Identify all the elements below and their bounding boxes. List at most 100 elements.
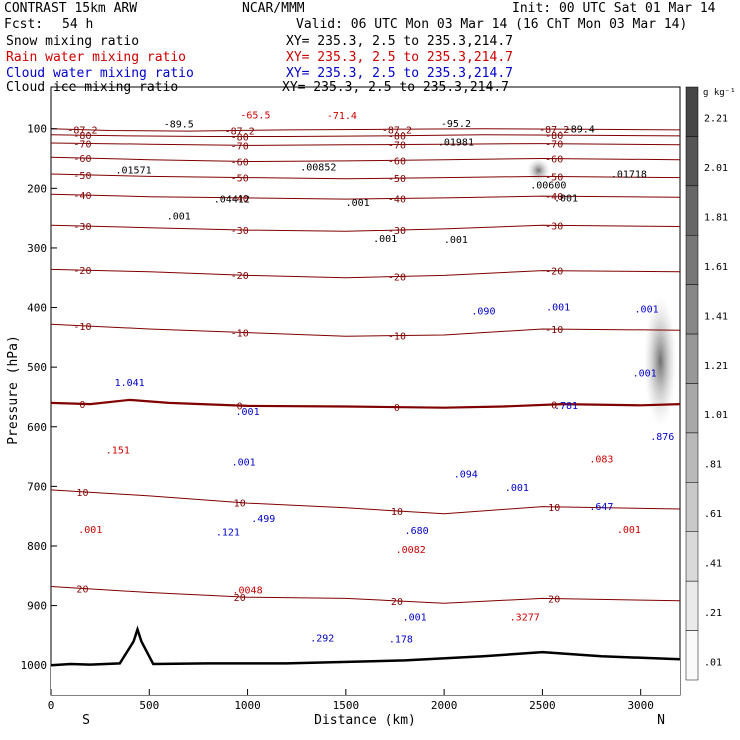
contour-label-26: .04412	[214, 195, 250, 206]
fcst-label: Fcst:	[4, 17, 44, 32]
legend-cloud-ice-xy: XY= 235.3, 2.5 to 235.3,214.7	[282, 80, 509, 95]
isotherm-label-1-3: -80	[545, 131, 563, 142]
colorbar-cell-2	[685, 185, 699, 236]
shading-blob-0	[643, 295, 677, 427]
isotherm-label-0-3: -87.2	[539, 125, 569, 136]
isotherm-label-10-0: 10	[76, 488, 88, 499]
contour-label-8: .001	[546, 303, 570, 314]
colorbar-tick-label-5: 1.21	[704, 361, 728, 372]
contour-label-36: -65.5	[240, 111, 270, 122]
isotherm-label-5-1: -40	[231, 194, 249, 205]
isotherm-label-9-0: 0	[79, 400, 85, 411]
isotherm-label-9-2: 0	[394, 403, 400, 414]
colorbar-unit: g kg⁻¹	[703, 88, 736, 98]
y-tick-label-4: 500	[27, 361, 47, 374]
isotherm-line-6	[50, 224, 681, 232]
colorbar-tick-label-11: .01	[704, 657, 722, 668]
isotherm-line-7	[50, 268, 681, 279]
contour-label-layer: .001 .292 .178 .121 .499 .680 .094 .090 .001 .001…	[78, 111, 674, 646]
legend-rain-label: Rain water mixing ratio	[6, 50, 187, 65]
colorbar-cell-0	[685, 86, 699, 137]
legend-cloud-water-label: Cloud water mixing ratio	[6, 66, 194, 81]
colorbar-cell-4	[685, 284, 699, 335]
y-tick-label-7: 800	[27, 540, 47, 553]
axis-layer: 0 500 1000 1500 2000 2500 30001002003004005006…	[21, 123, 654, 712]
contour-label-38: -95.2	[441, 119, 471, 130]
colorbar-tick-label-2: 1.81	[704, 213, 728, 224]
y-tick-label-8: 900	[27, 600, 47, 613]
contour-label-30: .01718	[611, 170, 647, 181]
fcst-value: 54 h	[62, 17, 94, 32]
isotherm-label-0-1: -87.2	[225, 126, 255, 137]
isotherm-label-11-0: 20	[76, 584, 88, 595]
colorbar-cell-6	[685, 383, 699, 434]
legend-cloud-water-xy: XY= 235.3, 2.5 to 235.3,214.7	[286, 66, 513, 81]
y-tick-label-1: 200	[27, 182, 47, 195]
contour-label-21: .0082	[396, 545, 426, 556]
contour-label-3: .121	[216, 527, 240, 538]
isotherm-label-10-2: 10	[391, 507, 403, 518]
contour-label-24: .001	[617, 525, 641, 536]
colorbar-cell-3	[685, 235, 699, 285]
isotherm-label-6-0: -30	[73, 222, 91, 233]
isotherm-label-4-3: -50	[545, 173, 563, 184]
contour-label-6: .094	[454, 469, 478, 480]
x-tick-label-6: 3000	[627, 699, 654, 712]
x-end-label-north: N	[657, 713, 665, 728]
contour-label-18: .151	[106, 446, 130, 457]
contour-label-5: .680	[405, 526, 429, 537]
contour-label-4: .499	[251, 514, 275, 525]
contour-label-16: .001	[236, 407, 260, 418]
x-tick-label-4: 2000	[431, 699, 458, 712]
contour-label-31: .001	[346, 198, 370, 209]
isotherm-label-6-2: -30	[388, 226, 406, 237]
isotherm-label-8-3: -10	[545, 325, 563, 336]
y-axis-label: Pressure (hPa)	[6, 335, 21, 445]
isotherm-label-8-1: -10	[231, 328, 249, 339]
colorbar-cell-10	[685, 580, 699, 631]
contour-label-23: .083	[589, 455, 613, 466]
colorbar-tick-label-4: 1.41	[704, 311, 728, 322]
isotherm-label-11-2: 20	[391, 597, 403, 608]
isotherm-label-7-3: -20	[545, 267, 563, 278]
contour-label-32: .001	[167, 211, 191, 222]
contour-label-15: .001	[232, 458, 256, 469]
contour-label-9: .001	[635, 304, 659, 315]
contour-label-7: .090	[471, 307, 495, 318]
plot-area	[50, 86, 681, 696]
isotherm-label-10-1: 10	[234, 498, 246, 509]
contour-label-11: .781	[554, 401, 578, 412]
x-tick-label-1: 500	[139, 699, 159, 712]
contour-label-40: -89.4	[565, 124, 595, 135]
isotherm-label-2-0: -70	[73, 139, 91, 150]
isotherm-label-1-2: -80	[388, 132, 406, 143]
isotherm-line-0	[50, 128, 681, 132]
isotherm-label-0-0: -87.2	[67, 126, 97, 137]
isotherm-line-9	[50, 398, 681, 409]
isotherm-label-11-1: 20	[234, 593, 246, 604]
isotherm-label-0-2: -87.2	[382, 125, 412, 136]
isotherm-label-10-3: 10	[548, 503, 560, 514]
isotherm-label-8-2: -10	[388, 332, 406, 343]
isotherm-line-11	[50, 586, 681, 604]
isotherm-label-9-1: 0	[237, 402, 243, 413]
colorbar-tick-label-0: 2.21	[704, 114, 728, 125]
x-axis-label: Distance (km)	[314, 713, 416, 728]
colorbar-tick-label-3: 1.61	[704, 262, 728, 273]
contour-label-28: .01981	[438, 137, 474, 148]
isotherm-line-4	[50, 173, 681, 180]
contour-label-19: .001	[78, 525, 102, 536]
contour-label-0: .001	[403, 612, 427, 623]
isotherm-label-11-3: 20	[548, 595, 560, 606]
contour-label-1: .292	[310, 633, 334, 644]
isotherm-label-2-3: -70	[545, 140, 563, 151]
colorbar-tick-label-6: 1.01	[704, 410, 728, 421]
contour-label-10: 1.041	[115, 378, 145, 389]
legend-snow-label: Snow mixing ratio	[6, 34, 140, 49]
isotherm-label-3-1: -60	[231, 157, 249, 168]
terrain-layer	[50, 625, 681, 695]
isotherm-label-9-3: 0	[551, 400, 557, 411]
contour-label-25: .01571	[115, 165, 151, 176]
isotherm-line-10	[50, 489, 681, 515]
